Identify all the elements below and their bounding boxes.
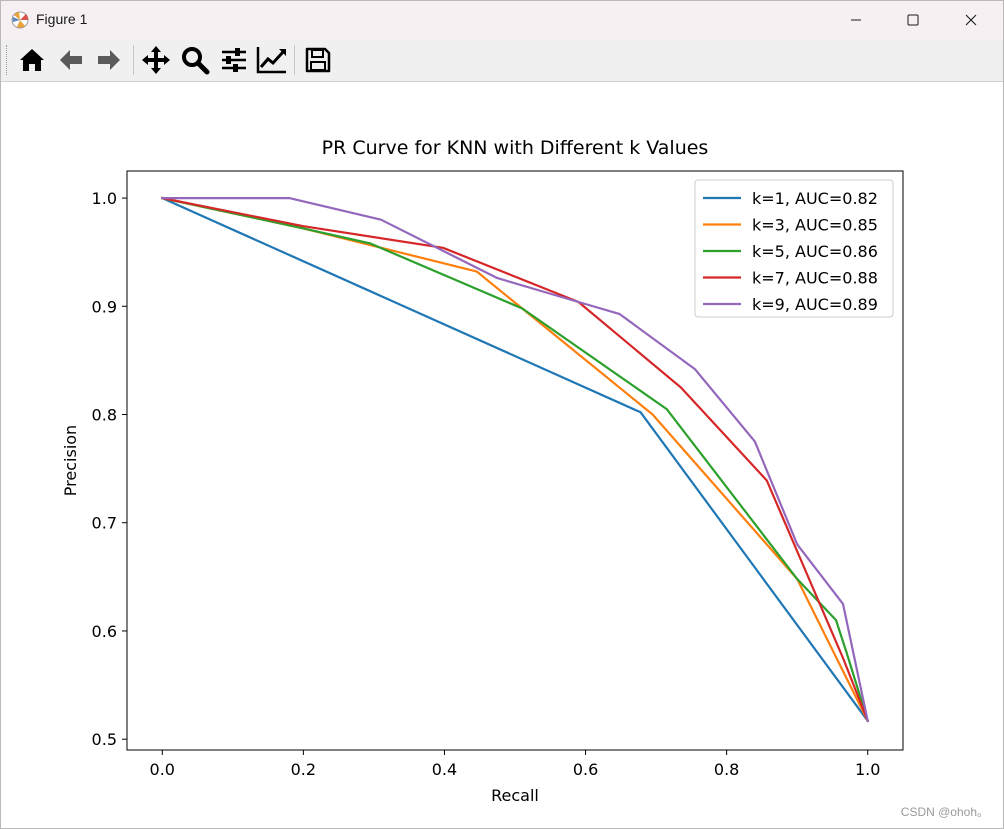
y-axis-label: Precision (61, 425, 80, 496)
minimize-icon (851, 19, 861, 21)
toolbar-grip (6, 45, 9, 75)
toolbar-separator (294, 45, 295, 75)
x-tick-label: 0.8 (714, 760, 739, 779)
pr-curve-chart: PR Curve for KNN with Different k Values… (61, 137, 904, 805)
series-line-k9 (161, 196, 870, 723)
back-button[interactable] (54, 43, 88, 77)
series-line-k1 (160, 196, 870, 723)
forward-icon (98, 50, 120, 70)
maximize-icon (907, 14, 919, 26)
plot-area[interactable]: PR Curve for KNN with Different k Values… (1, 82, 1003, 828)
window-title: Figure 1 (36, 11, 88, 27)
legend-label: k=9, AUC=0.89 (752, 295, 878, 314)
legend-label: k=3, AUC=0.85 (752, 216, 878, 235)
x-tick-label: 0.2 (291, 760, 316, 779)
pan-button[interactable] (139, 43, 173, 77)
back-icon (60, 50, 82, 70)
edit-axis-button[interactable] (255, 43, 289, 77)
y-tick-label: 0.7 (92, 514, 117, 533)
home-button[interactable] (15, 43, 49, 77)
zoom-button[interactable] (178, 43, 212, 77)
x-tick-label: 0.6 (573, 760, 598, 779)
legend-label: k=7, AUC=0.88 (752, 269, 878, 288)
y-tick-label: 0.6 (92, 622, 117, 641)
configure-subplots-icon (222, 48, 246, 72)
x-tick-label: 0.4 (432, 760, 457, 779)
configure-subplots-button[interactable] (217, 43, 251, 77)
axes-frame (126, 170, 904, 751)
pan-icon (142, 46, 170, 74)
matplotlib-logo-icon (11, 11, 29, 29)
home-icon (20, 49, 44, 71)
maximize-button[interactable] (884, 1, 942, 39)
toolbar-separator (133, 45, 134, 75)
zoom-icon (182, 47, 210, 75)
legend-box (694, 179, 894, 318)
chart-title: PR Curve for KNN with Different k Values (322, 137, 709, 159)
y-tick-label: 0.5 (92, 730, 117, 749)
close-button[interactable] (942, 1, 1000, 39)
x-axis-label: Recall (491, 786, 539, 805)
x-tick-label: 0.0 (150, 760, 175, 779)
save-button[interactable] (301, 43, 335, 77)
forward-button[interactable] (92, 43, 126, 77)
series-line-k5 (160, 196, 870, 723)
title-bar: Figure 1 (1, 1, 1003, 39)
minimize-button[interactable] (827, 1, 885, 39)
watermark: CSDN @ohoh。 (900, 805, 989, 819)
y-tick-label: 0.8 (92, 406, 117, 425)
close-icon (965, 14, 977, 26)
save-icon (305, 47, 331, 73)
x-tick-label: 1.0 (855, 760, 880, 779)
edit-axis-icon (256, 47, 286, 74)
series-line-k7 (161, 196, 870, 723)
legend-label: k=1, AUC=0.82 (752, 189, 878, 208)
y-tick-label: 1.0 (92, 189, 117, 208)
legend-label: k=5, AUC=0.86 (752, 242, 878, 261)
navigation-toolbar (1, 39, 1003, 82)
y-tick-label: 0.9 (92, 297, 117, 316)
